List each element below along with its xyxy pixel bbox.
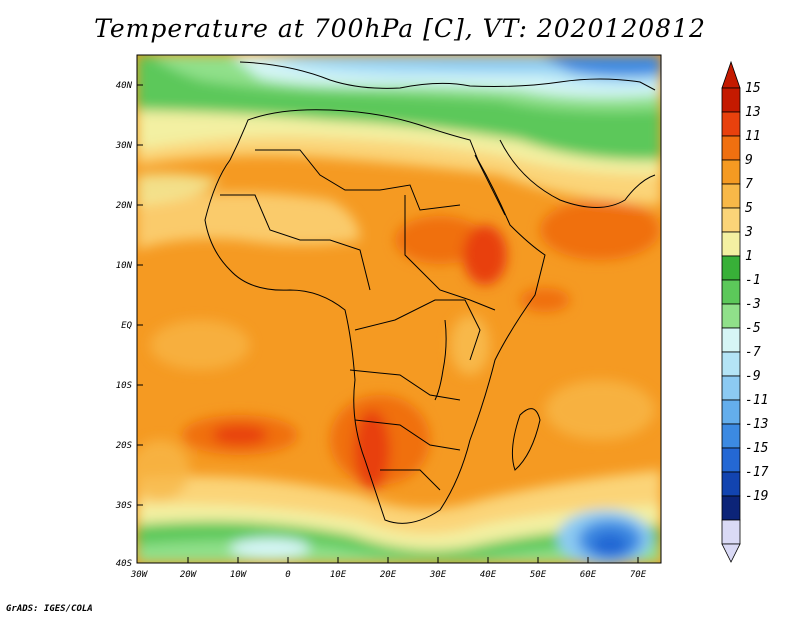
- colorbar-cell: [721, 207, 741, 233]
- colorbar-label: 3: [744, 225, 753, 240]
- colorbar-cell: [721, 303, 741, 329]
- colorbar: 15 13 11 9 7 5 3 1 -1 -3 -5 -7 -9 -11 -1…: [721, 60, 769, 563]
- coastlines: [204, 61, 656, 524]
- colorbar-label: -1: [745, 273, 761, 288]
- colorbar-cell: [721, 183, 741, 209]
- lat-label-10n: 10N: [116, 261, 133, 271]
- colorbar-label: 7: [745, 177, 753, 192]
- colorbar-cell: [721, 351, 741, 377]
- lat-label-eq: EQ: [121, 321, 132, 331]
- colorbar-top-arrow: [721, 60, 741, 89]
- colorbar-label: 9: [745, 153, 753, 168]
- lon-label-30w: 30W: [130, 570, 149, 580]
- lon-label-10e: 10E: [330, 570, 347, 580]
- colorbar-label: -7: [745, 345, 761, 360]
- lat-label-30s: 30S: [115, 501, 133, 511]
- lon-label-30e: 30E: [429, 570, 447, 580]
- colorbar-cell: [721, 423, 741, 449]
- lon-label-0: 0: [285, 570, 290, 580]
- colorbar-cell: [721, 495, 741, 521]
- lon-label-40e: 40E: [480, 570, 497, 580]
- colorbar-cell: [721, 399, 741, 425]
- colorbar-label: -15: [745, 441, 769, 456]
- colorbar-cell: [721, 375, 741, 401]
- colorbar-cell: [721, 255, 741, 281]
- colorbar-cell: [721, 159, 741, 185]
- colorbar-cell: [721, 279, 741, 305]
- colorbar-label: -13: [745, 417, 768, 432]
- latitude-axis: 40N 30N 20N 10N EQ 10S 20S 30S 40S: [115, 81, 143, 569]
- colorbar-label: 15: [745, 81, 761, 96]
- lat-label-10s: 10S: [116, 381, 133, 391]
- colorbar-label: 13: [745, 105, 761, 120]
- longitude-axis: 30W 20W 10W 0 10E 20E 30E 40E 50E 60E 70…: [130, 557, 647, 580]
- grads-credit: GrADS: IGES/COLA: [6, 604, 93, 614]
- lon-label-10w: 10W: [230, 570, 248, 580]
- lat-label-40n: 40N: [116, 81, 133, 91]
- colorbar-label: 5: [745, 201, 753, 216]
- chart-title: Temperature at 700hPa [C], VT: 202012081…: [94, 14, 706, 43]
- colorbar-label: -11: [745, 393, 768, 408]
- colorbar-label: 1: [745, 249, 753, 264]
- colorbar-label: -3: [745, 297, 761, 312]
- lon-label-60e: 60E: [580, 570, 597, 580]
- colorbar-cell: [721, 447, 741, 473]
- map-frame: [136, 54, 662, 564]
- lon-label-70e: 70E: [630, 570, 647, 580]
- colorbar-cell: [721, 111, 741, 137]
- lat-label-20n: 20N: [116, 201, 133, 211]
- temperature-field: [137, 55, 661, 563]
- lon-label-20e: 20E: [380, 570, 397, 580]
- colorbar-cell: [721, 471, 741, 497]
- colorbar-cell: [721, 327, 741, 353]
- lon-label-20w: 20W: [180, 570, 198, 580]
- colorbar-cell: [721, 135, 741, 161]
- lon-label-50e: 50E: [530, 570, 547, 580]
- colorbar-label: -9: [745, 369, 761, 384]
- colorbar-cell: [721, 231, 741, 257]
- colorbar-cell: [721, 519, 741, 545]
- colorbar-label: -17: [745, 465, 769, 480]
- colorbar-label: 11: [745, 129, 761, 144]
- colorbar-bottom-arrow: [721, 543, 741, 563]
- lat-label-40s: 40S: [116, 559, 133, 569]
- colorbar-cell: [721, 87, 741, 113]
- colorbar-label: -5: [745, 321, 761, 336]
- lat-label-30n: 30N: [115, 141, 133, 151]
- lat-label-20s: 20S: [116, 441, 133, 451]
- colorbar-label: -19: [745, 489, 768, 504]
